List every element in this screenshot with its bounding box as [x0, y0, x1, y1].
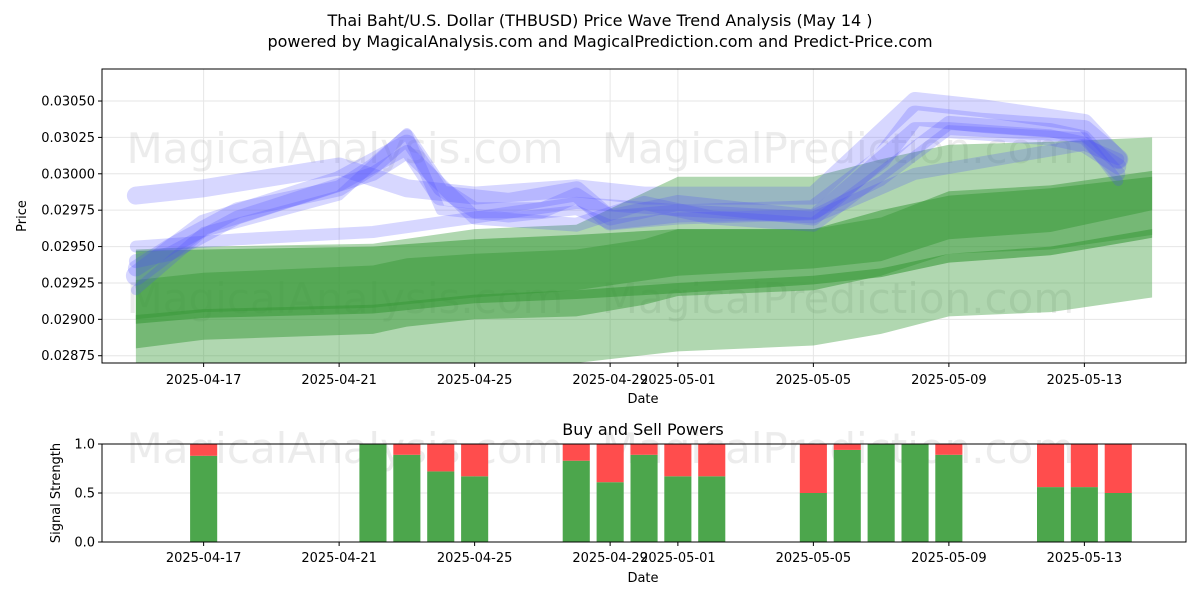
buy-sell-bars	[190, 444, 1132, 542]
price-y-tick-label: 0.02900	[41, 313, 95, 328]
buy-bar	[427, 471, 455, 542]
price-chart: MagicalAnalysis.com MagicalPrediction.co…	[15, 68, 1187, 407]
sell-bar	[1104, 444, 1132, 493]
price-x-tick-label: 2025-04-17	[166, 373, 242, 388]
buy-bar	[664, 476, 692, 542]
chart-subtitle: powered by MagicalAnalysis.com and Magic…	[267, 32, 932, 51]
buy-bar	[190, 455, 218, 542]
buy-bar	[1070, 487, 1098, 542]
trend-band	[135, 176, 1153, 320]
price-y-ticks: 0.02875 0.02900 0.02925 0.02950 0.02975 0.030…	[41, 95, 102, 364]
buy-sell-x-tick-label: 2025-04-17	[166, 551, 242, 566]
buy-sell-y-tick-label: 0.0	[74, 536, 95, 551]
price-x-tick-label: 2025-04-25	[437, 373, 513, 388]
sell-bar	[393, 444, 421, 455]
price-x-tick-label: 2025-05-05	[776, 373, 852, 388]
buy-sell-x-tick-label: 2025-05-09	[911, 551, 987, 566]
sell-bar	[427, 444, 455, 472]
price-y-tick-label: 0.03000	[41, 167, 95, 182]
trend-bands	[135, 137, 1153, 363]
buy-bar	[698, 476, 726, 542]
price-y-tick-label: 0.03025	[41, 131, 95, 146]
sell-bar	[664, 444, 692, 477]
buy-sell-x-axis-label: Date	[627, 571, 658, 586]
buy-sell-y-tick-label: 1.0	[74, 438, 95, 453]
price-y-axis-label: Price	[15, 200, 30, 232]
price-y-tick-label: 0.02875	[41, 349, 95, 364]
chart-title: Thai Baht/U.S. Dollar (THBUSD) Price Wav…	[326, 11, 872, 30]
sell-bar	[833, 444, 861, 450]
buy-bar	[1037, 487, 1065, 542]
sell-bar	[1070, 444, 1098, 488]
buy-bar	[359, 444, 387, 542]
price-x-tick-label: 2025-05-01	[640, 373, 716, 388]
watermark-analysis-top: MagicalAnalysis.com	[127, 124, 564, 173]
price-y-tick-label: 0.02925	[41, 276, 95, 291]
wave-line	[125, 105, 1129, 286]
buy-sell-y-tick-label: 0.5	[74, 487, 95, 502]
buy-sell-y-ticks: 0.0 0.5 1.0	[74, 438, 102, 551]
buy-bar	[630, 454, 658, 542]
sell-bar	[461, 444, 489, 477]
buy-bar	[867, 444, 895, 542]
trend-band	[135, 229, 1153, 324]
sell-bar	[799, 444, 827, 493]
price-x-tick-label: 2025-05-13	[1047, 373, 1123, 388]
sell-bar	[596, 444, 624, 483]
buy-bar	[393, 454, 421, 542]
watermark-prediction-top: MagicalPrediction.com	[602, 124, 1075, 173]
buy-sell-title: Buy and Sell Powers	[562, 420, 724, 439]
wave-line	[126, 92, 1128, 205]
buy-bar	[833, 449, 861, 542]
sell-bar	[1037, 444, 1065, 488]
buy-bar	[799, 493, 827, 542]
buy-sell-x-tick-label: 2025-04-29	[572, 551, 648, 566]
buy-sell-x-tick-label: 2025-04-21	[301, 551, 377, 566]
price-chart-frame	[101, 68, 1187, 364]
wave-line	[129, 138, 1125, 253]
buy-bar	[461, 476, 489, 542]
buy-sell-x-tick-label: 2025-05-13	[1047, 551, 1123, 566]
sell-bar	[190, 444, 218, 456]
price-x-tick-label: 2025-05-09	[911, 373, 987, 388]
price-x-tick-label: 2025-04-21	[301, 373, 377, 388]
price-x-tick-label: 2025-04-29	[572, 373, 648, 388]
buy-sell-x-tick-label: 2025-05-05	[776, 551, 852, 566]
price-y-tick-label: 0.02950	[41, 240, 95, 255]
price-x-axis-label: Date	[627, 392, 658, 407]
wave-line	[127, 122, 1127, 277]
price-y-tick-label: 0.03050	[41, 95, 95, 110]
buy-sell-x-ticks: 2025-04-17 2025-04-21 2025-04-25 2025-04-29…	[166, 542, 1122, 566]
buy-sell-chart: Buy and Sell Powers MagicalAnalysis.com …	[49, 420, 1187, 586]
sell-bar	[630, 444, 658, 455]
sell-bar	[562, 444, 590, 461]
wave-lines	[125, 92, 1129, 296]
price-x-ticks: 2025-04-17 2025-04-21 2025-04-25 2025-04-29…	[166, 363, 1122, 388]
buy-sell-x-tick-label: 2025-05-01	[640, 551, 716, 566]
sell-bar	[698, 444, 726, 477]
buy-bar	[596, 482, 624, 542]
wave-line	[130, 125, 1124, 296]
buy-bar	[562, 460, 590, 542]
buy-sell-y-axis-label: Signal Strength	[49, 443, 64, 543]
price-y-tick-label: 0.02975	[41, 204, 95, 219]
sell-bar	[935, 444, 963, 455]
buy-bar	[1104, 493, 1132, 542]
buy-sell-x-tick-label: 2025-04-25	[437, 551, 513, 566]
wave-line	[128, 115, 1126, 269]
buy-bar	[901, 444, 929, 542]
buy-bar	[935, 454, 963, 542]
